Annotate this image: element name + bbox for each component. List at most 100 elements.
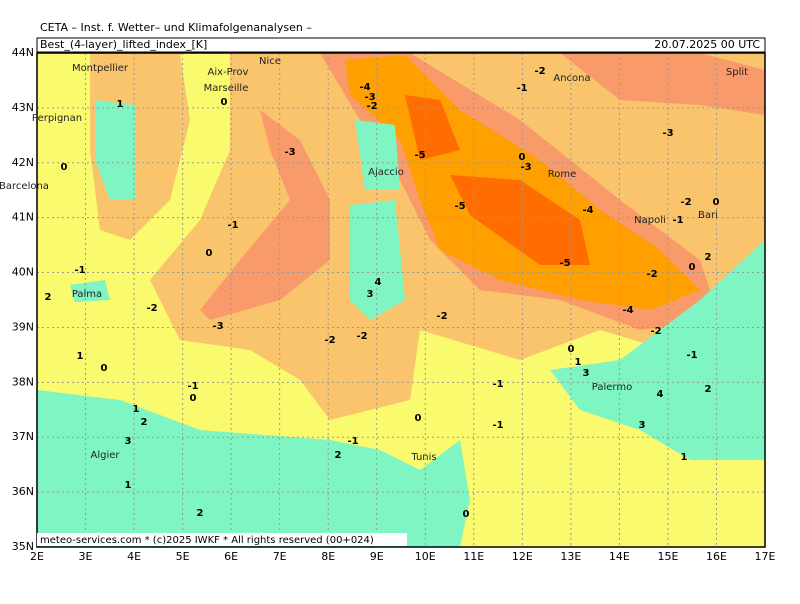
aqua-region	[70, 280, 110, 302]
contour-label: 2	[141, 417, 148, 428]
footer: meteo-services.com * (c)2025 IWKF * All …	[40, 535, 374, 546]
city: Tunis	[410, 452, 436, 463]
contour-label: 0	[463, 509, 470, 520]
contour-label: -1	[516, 83, 527, 94]
aqua-region	[550, 240, 765, 460]
lon-label: 5E	[176, 550, 190, 563]
salmon-region	[560, 53, 765, 115]
aqua-region	[350, 200, 405, 320]
lat-label: 38N	[12, 375, 34, 388]
contour-label: -1	[672, 215, 683, 226]
map-frame	[36, 52, 766, 548]
city: Ajaccio	[368, 167, 404, 178]
graticule	[37, 53, 765, 547]
contour-label: -3	[364, 92, 375, 103]
city: Ancona	[553, 73, 590, 84]
city: Rome	[548, 169, 577, 180]
aqua-region	[355, 120, 400, 190]
lon-label: 6E	[224, 550, 238, 563]
contour-label: 4	[375, 277, 382, 288]
lat-label: 36N	[12, 485, 34, 498]
contour-labels: -4-3-2-5-5-5-4-4-3-3-3-2-2-2 -2-2-2-2-1-1…	[45, 66, 720, 520]
contour-label: 1	[575, 357, 582, 368]
contour-label: 0	[101, 363, 108, 374]
city: Napoli	[634, 215, 666, 226]
contour-label: -2	[356, 331, 367, 342]
contour-label: -2	[650, 326, 661, 337]
lat-label: 42N	[12, 156, 34, 169]
contour-label: 0	[713, 197, 720, 208]
contour-label: -2	[534, 66, 545, 77]
contour-label: -5	[559, 258, 570, 269]
contour-label: 2	[705, 384, 712, 395]
contour-label: -3	[284, 147, 295, 158]
lon-label: 3E	[79, 550, 93, 563]
contour-label: 3	[583, 368, 590, 379]
contour-label: -3	[662, 128, 673, 139]
contour-label: 3	[639, 420, 646, 431]
contour-label: 1	[117, 99, 124, 110]
contour-label: 2	[335, 450, 342, 461]
cities: Montpellier Aix-Prov Nice Marseille Perp…	[0, 56, 748, 463]
valid-time: 20.07.2025 00 UTC	[654, 38, 760, 51]
contour-label: -2	[436, 311, 447, 322]
contour-label: 0	[61, 162, 68, 173]
aqua-region	[37, 390, 470, 547]
contour-label: 0	[689, 262, 696, 273]
contour-label: -1	[227, 220, 238, 231]
city: Nice	[259, 56, 281, 67]
contour-label: 0	[221, 97, 228, 108]
lat-label: 35N	[12, 540, 34, 553]
lat-label: 40N	[12, 266, 34, 279]
lon-label: 9E	[370, 550, 384, 563]
contour-label: 0	[519, 152, 526, 163]
city: Palma	[72, 289, 102, 300]
lon-label: 7E	[273, 550, 287, 563]
contour-label: -4	[582, 205, 593, 216]
contour-label: -1	[74, 265, 85, 276]
lon-label: 14E	[609, 550, 630, 563]
lon-label: 4E	[127, 550, 141, 563]
contour-label: 4	[657, 389, 664, 400]
lon-label: 15E	[657, 550, 678, 563]
contour-label: 3	[125, 436, 132, 447]
city: Split	[726, 67, 748, 78]
contour-label: -1	[187, 381, 198, 392]
lat-label: 43N	[12, 101, 34, 114]
city: Perpignan	[32, 113, 82, 124]
contour-label: -5	[414, 150, 425, 161]
contour-label: -2	[324, 335, 335, 346]
city: Marseille	[204, 83, 249, 94]
city: Bari	[698, 210, 718, 221]
contour-label: 1	[125, 480, 132, 491]
contour-label: 1	[77, 351, 84, 362]
lat-label: 37N	[12, 430, 34, 443]
lon-label: 11E	[463, 550, 484, 563]
contour-label: -1	[686, 350, 697, 361]
city: Aix-Prov	[208, 67, 249, 78]
city: Montpellier	[72, 63, 129, 74]
contour-label: -1	[347, 436, 358, 447]
aqua-region	[95, 100, 135, 200]
contour-label: -3	[212, 321, 223, 332]
contour-label: 0	[206, 248, 213, 259]
contour-label: -5	[454, 201, 465, 212]
contour-label: -3	[520, 162, 531, 173]
contour-label: -2	[366, 101, 377, 112]
lat-label: 39N	[12, 320, 34, 333]
contour-label: -4	[622, 305, 633, 316]
contour-label: 0	[568, 344, 575, 355]
city: Algier	[90, 450, 120, 461]
dark-orange-region	[450, 175, 590, 265]
contour-label: 3	[367, 289, 374, 300]
contour-label: 0	[190, 393, 197, 404]
lat-label: 44N	[12, 46, 34, 59]
contour-label: -2	[646, 269, 657, 280]
field	[37, 53, 765, 547]
lon-label: 13E	[560, 550, 581, 563]
lon-label: 16E	[706, 550, 727, 563]
contour-label: -1	[492, 420, 503, 431]
contour-label: 2	[705, 252, 712, 263]
city: Palermo	[592, 382, 632, 393]
